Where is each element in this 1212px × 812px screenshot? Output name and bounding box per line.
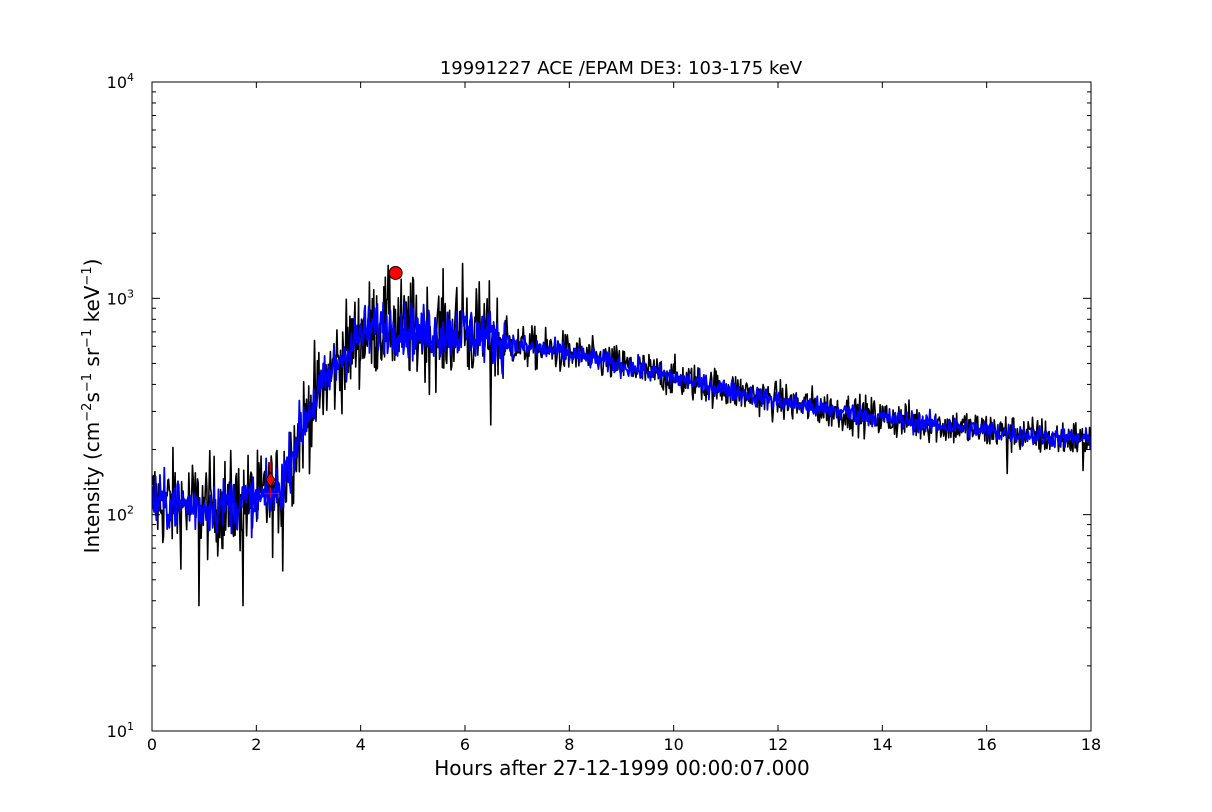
x-axis: 0 2 4 6 8 10 12 14 16 18	[147, 82, 1101, 754]
x-tick-label: 2	[251, 735, 261, 754]
x-tick-label: 6	[460, 735, 470, 754]
chart-title: 19991227 ACE /EPAM DE3: 103-175 keV	[440, 58, 803, 79]
y-tick-label: 101	[107, 720, 134, 741]
x-axis-label: Hours after 27-12-1999 00:00:07.000	[434, 756, 810, 780]
series-layer	[152, 262, 1091, 607]
x-tick-label: 4	[356, 735, 366, 754]
plot-background	[152, 82, 1091, 731]
x-tick-label: 10	[663, 735, 683, 754]
marker-peak	[388, 265, 403, 280]
x-tick-label: 0	[147, 735, 157, 754]
y-tick-label: 103	[107, 287, 134, 308]
x-tick-label: 18	[1081, 735, 1101, 754]
x-tick-label: 16	[976, 735, 996, 754]
y-axis-label: Intensity (cm−2s−1 sr−1 keV−1)	[80, 259, 104, 554]
x-tick-label: 14	[872, 735, 892, 754]
series-line-smoothed	[152, 301, 1091, 539]
x-tick-label: 12	[768, 735, 788, 754]
y-tick-label: 102	[107, 504, 134, 525]
plot-area	[151, 81, 1092, 732]
y-axis: 101 102 103 104	[107, 71, 1091, 741]
x-tick-label: 8	[564, 735, 574, 754]
y-tick-label: 104	[107, 71, 134, 92]
marker-onset	[265, 471, 276, 488]
plot-frame	[151, 81, 1092, 732]
marker-layer	[264, 265, 403, 498]
